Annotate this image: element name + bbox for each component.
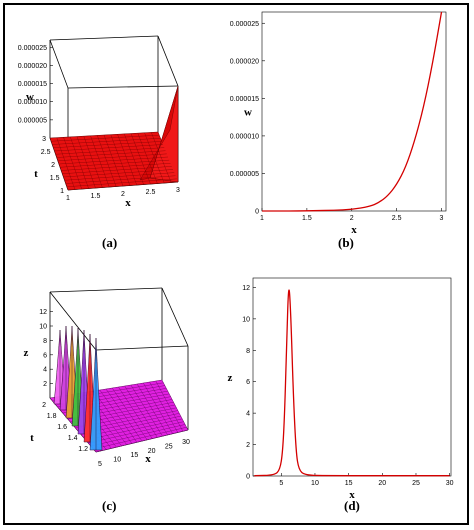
x-tick-label: 1 (260, 215, 264, 222)
surface-grid-line (88, 421, 184, 444)
caption-c: (c) (102, 498, 117, 513)
z-axis-label: w (26, 91, 34, 103)
caption-b: (b) (338, 235, 354, 250)
x-tick-label: 1.5 (91, 193, 101, 200)
x-tick-label: 1 (66, 195, 70, 202)
series-line (254, 289, 450, 477)
t-tick-label: 1.8 (47, 413, 57, 420)
t-tick-label: 1.6 (57, 424, 67, 431)
x-axis-label: x (145, 453, 151, 465)
surface-grid-line (58, 156, 169, 165)
t-tick-label: 1.4 (68, 435, 78, 442)
x-tick-label: 30 (446, 480, 454, 487)
z-tick-label: 8 (43, 338, 47, 345)
surface-grid-line (65, 175, 176, 184)
z-tick-label: 0.000005 (18, 117, 47, 124)
surface-grid-line (117, 134, 137, 186)
surface-grid-line (93, 427, 187, 450)
figure-frame (3, 3, 469, 525)
t-tick-label: 2.5 (41, 149, 51, 156)
panel-b-line-plot: 0 0.000005 0.000010 0.000015 0.000020 0.00002… (230, 11, 447, 236)
t-axis-label: t (34, 168, 38, 180)
y-tick-label: 0.000025 (230, 21, 259, 28)
z-tick-label: 0.000010 (18, 99, 47, 106)
x-tick-label: 25 (412, 480, 420, 487)
t-tick-label: 3 (42, 136, 46, 143)
surface-grid-line (151, 132, 172, 183)
surface-grid-line (64, 172, 175, 181)
x-tick-label: 1.5 (302, 215, 312, 222)
y-axis-label: z (228, 372, 233, 384)
x-axis-label: x (351, 224, 357, 236)
x-tick-label: 5 (279, 480, 283, 487)
t-tick-label: 2 (51, 162, 55, 169)
t-tick-label: 1.2 (78, 446, 88, 453)
surface-grid-line (90, 424, 186, 447)
x-tick-label: 5 (98, 461, 102, 468)
y-tick-label: 0 (255, 209, 259, 216)
x-tick-label: 30 (182, 439, 190, 446)
surface-grid-line (62, 166, 172, 174)
surface-grid-line (63, 169, 174, 178)
z-tick-label: 12 (39, 309, 47, 316)
series-line (261, 11, 443, 212)
surface-grid-line (110, 134, 131, 186)
x-tick-label: 20 (148, 448, 156, 455)
x-tick-label: 3 (440, 215, 444, 222)
y-tick-label: 8 (246, 348, 250, 355)
surface-grid-line (66, 178, 177, 187)
x-tick-label: 10 (113, 457, 121, 464)
z-tick-label: 0.000020 (18, 63, 47, 70)
y-tick-label: 0.000005 (230, 171, 259, 178)
y-tick-label: 0.000015 (230, 96, 259, 103)
t-axis-label: t (30, 432, 34, 444)
x-tick-label: 20 (378, 480, 386, 487)
caption-a: (a) (102, 235, 118, 250)
z-tick-label: 0.000025 (18, 45, 47, 52)
t-tick-label: 1 (60, 188, 64, 195)
x-tick-label: 15 (345, 480, 353, 487)
y-tick-label: 12 (242, 285, 250, 292)
x-tick-label: 10 (311, 480, 319, 487)
caption-d: (d) (344, 498, 360, 513)
x-tick-label: 2 (121, 191, 125, 198)
y-tick-label: 6 (246, 379, 250, 386)
x-tick-label: 2 (350, 215, 354, 222)
z-tick-label: 0.000015 (18, 81, 47, 88)
x-axis-label: x (125, 197, 131, 209)
surface-grid-line (155, 380, 184, 432)
surface-grid-line (144, 132, 165, 184)
t-tick-label: 2 (42, 402, 46, 409)
y-tick-label: 0.000010 (230, 133, 259, 140)
surface-grid-line (149, 381, 178, 433)
x-tick-label: 2.5 (146, 189, 156, 196)
surface-grid-line (61, 163, 171, 171)
y-tick-label: 10 (242, 316, 250, 323)
z-tick-label: 4 (43, 367, 47, 374)
surface-grid-line (60, 159, 170, 168)
surface-grid-line (137, 133, 158, 184)
x-axis-label: x (349, 489, 355, 501)
t-tick-label: 1.5 (50, 175, 60, 182)
z-tick-label: 2 (43, 381, 47, 388)
z-tick-label: 6 (43, 352, 47, 359)
x-tick-label: 25 (165, 443, 173, 450)
y-tick-label: 0 (246, 474, 250, 481)
panel-d-line-plot: 0 2 4 6 8 10 12 5 10 15 20 25 30 x z (228, 277, 454, 501)
z-axis-label: z (24, 347, 29, 359)
z-tick-label: 10 (39, 324, 47, 331)
y-tick-label: 4 (246, 411, 250, 418)
y-tick-label: 0.000020 (230, 58, 259, 65)
y-tick-label: 2 (246, 442, 250, 449)
x-tick-label: 3 (176, 187, 180, 194)
surface-grid-line (124, 133, 144, 185)
panel-a-surface-plot: 0.000005 0.000010 0.000015 0.000020 0.000025… (18, 35, 180, 209)
x-tick-label: 2.5 (392, 215, 402, 222)
y-axis-label: w (244, 107, 252, 119)
x-tick-label: 15 (131, 452, 139, 459)
surface-grid-line (130, 133, 151, 185)
